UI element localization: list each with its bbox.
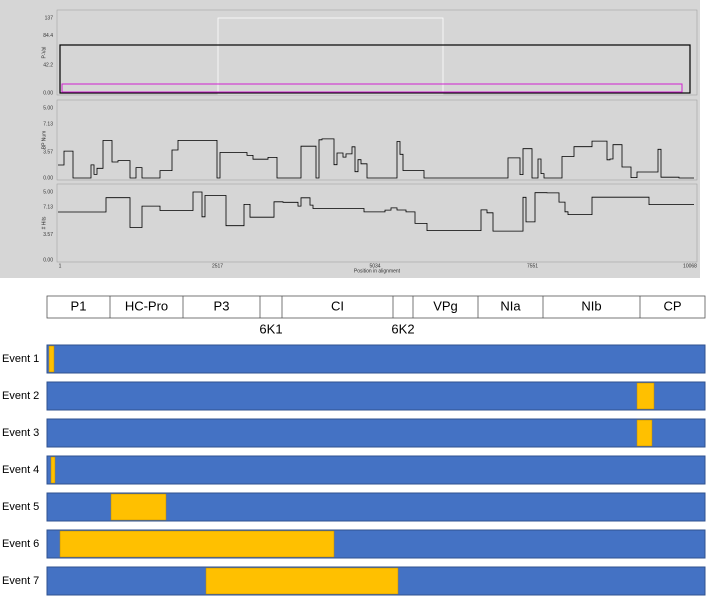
trace-box <box>217 17 444 95</box>
plot-frame <box>56 9 698 96</box>
event-label: Event 2 <box>2 390 39 402</box>
y-tick-label: 7.13 <box>43 205 53 211</box>
event-bar <box>46 344 706 374</box>
plot-frame <box>56 99 698 181</box>
gene-label: P1 <box>71 298 87 313</box>
x-tick-label: 10068 <box>683 263 697 269</box>
plot-frame <box>56 183 698 263</box>
recombinant-region <box>636 382 655 410</box>
gene-label: CP <box>663 298 681 313</box>
trace-box <box>59 44 691 94</box>
y-tick-label: 137 <box>45 15 54 21</box>
gene-label: HC-Pro <box>125 298 168 313</box>
recombinant-region <box>50 456 56 484</box>
gene-label: P3 <box>214 298 230 313</box>
y-axis-label: BP Num <box>41 131 47 150</box>
recombinant-region <box>59 530 335 558</box>
y-axis-label: P-Val <box>41 47 47 59</box>
y-tick-label: 7.13 <box>43 121 53 127</box>
x-tick-label: 5034 <box>369 263 380 269</box>
event-bar <box>46 418 706 448</box>
gene-label: CI <box>331 298 344 313</box>
event-bar <box>46 381 706 411</box>
event-label: Event 6 <box>2 538 39 550</box>
event-bar <box>46 455 706 485</box>
trace <box>58 191 694 232</box>
recombinant-region <box>636 419 653 447</box>
event-label: Event 3 <box>2 427 39 439</box>
x-tick-label: 1 <box>59 263 62 269</box>
y-tick-label: 0.00 <box>43 90 53 96</box>
y-tick-label: 42.2 <box>43 63 53 69</box>
y-tick-label: 3.57 <box>43 149 53 155</box>
y-tick-label: 5.00 <box>43 105 53 111</box>
x-tick-label: 2517 <box>212 263 223 269</box>
x-axis-label: Position in alignment <box>354 268 401 274</box>
gene-label: VPg <box>433 298 458 313</box>
y-tick-label: 84.4 <box>43 33 53 39</box>
recombinant-region <box>205 567 399 595</box>
event-label: Event 1 <box>2 353 39 365</box>
y-tick-label: 5.00 <box>43 189 53 195</box>
event-label: Event 5 <box>2 501 39 513</box>
trace-box <box>61 83 683 93</box>
x-tick-label: 7551 <box>527 263 538 269</box>
recombinant-region <box>48 345 55 373</box>
y-axis-label: # Hits <box>41 216 47 229</box>
y-tick-label: 3.57 <box>43 232 53 238</box>
recombinant-region <box>110 493 167 521</box>
gene-label: 6K1 <box>259 321 282 336</box>
y-tick-label: 0.00 <box>43 257 53 263</box>
event-label: Event 4 <box>2 464 39 476</box>
trace <box>58 138 694 179</box>
gene-label: NIb <box>581 298 601 313</box>
event-label: Event 7 <box>2 575 39 587</box>
gene-label: NIa <box>500 298 521 313</box>
gene-label: 6K2 <box>391 321 414 336</box>
y-tick-label: 0.00 <box>43 175 53 181</box>
genome-map <box>46 295 706 319</box>
